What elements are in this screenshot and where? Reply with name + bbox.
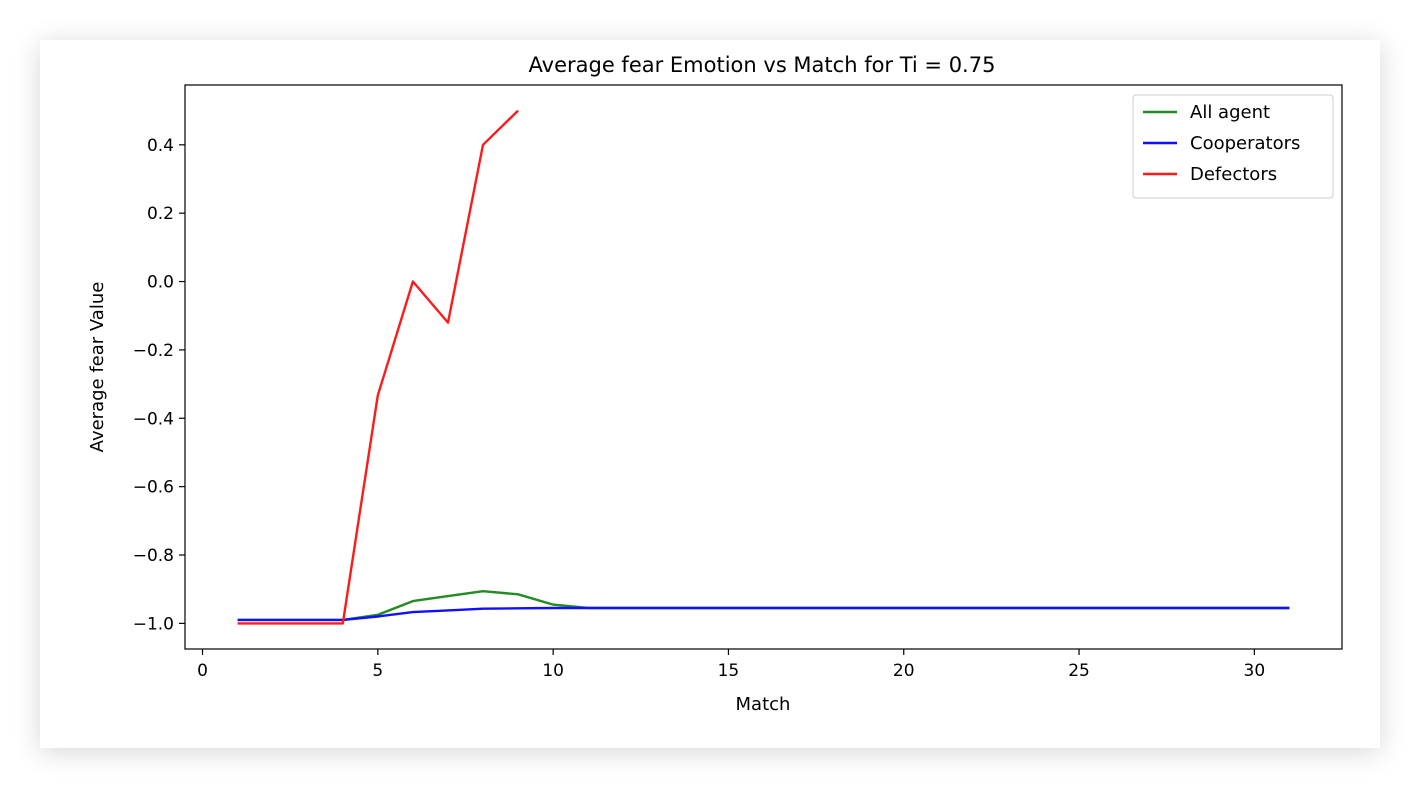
y-tick-label: 0.0 bbox=[147, 273, 174, 293]
y-tick-label: −0.6 bbox=[133, 478, 174, 498]
y-tick-label: −0.4 bbox=[133, 409, 174, 429]
x-tick-label: 10 bbox=[542, 661, 564, 681]
series-line-cooperators bbox=[237, 606, 1290, 622]
x-tick-label: 15 bbox=[718, 661, 740, 681]
y-tick-label: −0.2 bbox=[133, 341, 174, 361]
chart-card: Average fear Emotion vs Match for Ti = 0… bbox=[40, 40, 1380, 748]
x-tick-label: 25 bbox=[1068, 661, 1090, 681]
x-tick-label: 20 bbox=[893, 661, 915, 681]
x-tick-label: 30 bbox=[1244, 661, 1266, 681]
legend-label-all-agent: All agent bbox=[1190, 102, 1270, 123]
legend-box bbox=[1132, 94, 1334, 199]
x-axis-title: Match bbox=[736, 694, 791, 715]
legend: All agent Cooperators Defectors bbox=[1132, 94, 1334, 199]
y-tick-label: 0.2 bbox=[147, 204, 174, 224]
line-chart: Average fear Emotion vs Match for Ti = 0… bbox=[87, 53, 1343, 715]
legend-label-cooperators: Cooperators bbox=[1190, 133, 1300, 154]
x-axis: 0 5 10 15 20 25 30 bbox=[197, 649, 1265, 681]
y-axis: 0.4 0.2 0.0 −0.2 −0.4 −0.6 −0.8 −1.0 bbox=[133, 136, 185, 634]
series-line-defectors bbox=[237, 109, 519, 625]
chart-title: Average fear Emotion vs Match for Ti = 0… bbox=[529, 53, 996, 77]
x-tick-label: 0 bbox=[197, 661, 208, 681]
plot-frame bbox=[184, 84, 1343, 650]
legend-label-defectors: Defectors bbox=[1190, 164, 1277, 185]
y-tick-label: −0.8 bbox=[133, 546, 174, 566]
series-line-all-agent bbox=[237, 590, 1290, 622]
y-axis-title: Average fear Value bbox=[87, 282, 108, 453]
series-lines bbox=[237, 109, 1290, 625]
y-tick-label: −1.0 bbox=[133, 614, 174, 634]
x-tick-label: 5 bbox=[372, 661, 383, 681]
y-tick-label: 0.4 bbox=[147, 136, 174, 156]
